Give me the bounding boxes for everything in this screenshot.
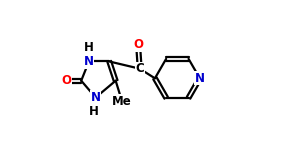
Text: N: N bbox=[84, 55, 94, 68]
Text: H: H bbox=[84, 41, 94, 54]
Text: N: N bbox=[91, 91, 101, 104]
Text: N: N bbox=[195, 72, 205, 85]
Text: Me: Me bbox=[112, 95, 132, 108]
Text: O: O bbox=[61, 74, 71, 87]
Text: O: O bbox=[133, 38, 143, 51]
Text: H: H bbox=[89, 105, 99, 118]
Text: C: C bbox=[135, 62, 144, 75]
